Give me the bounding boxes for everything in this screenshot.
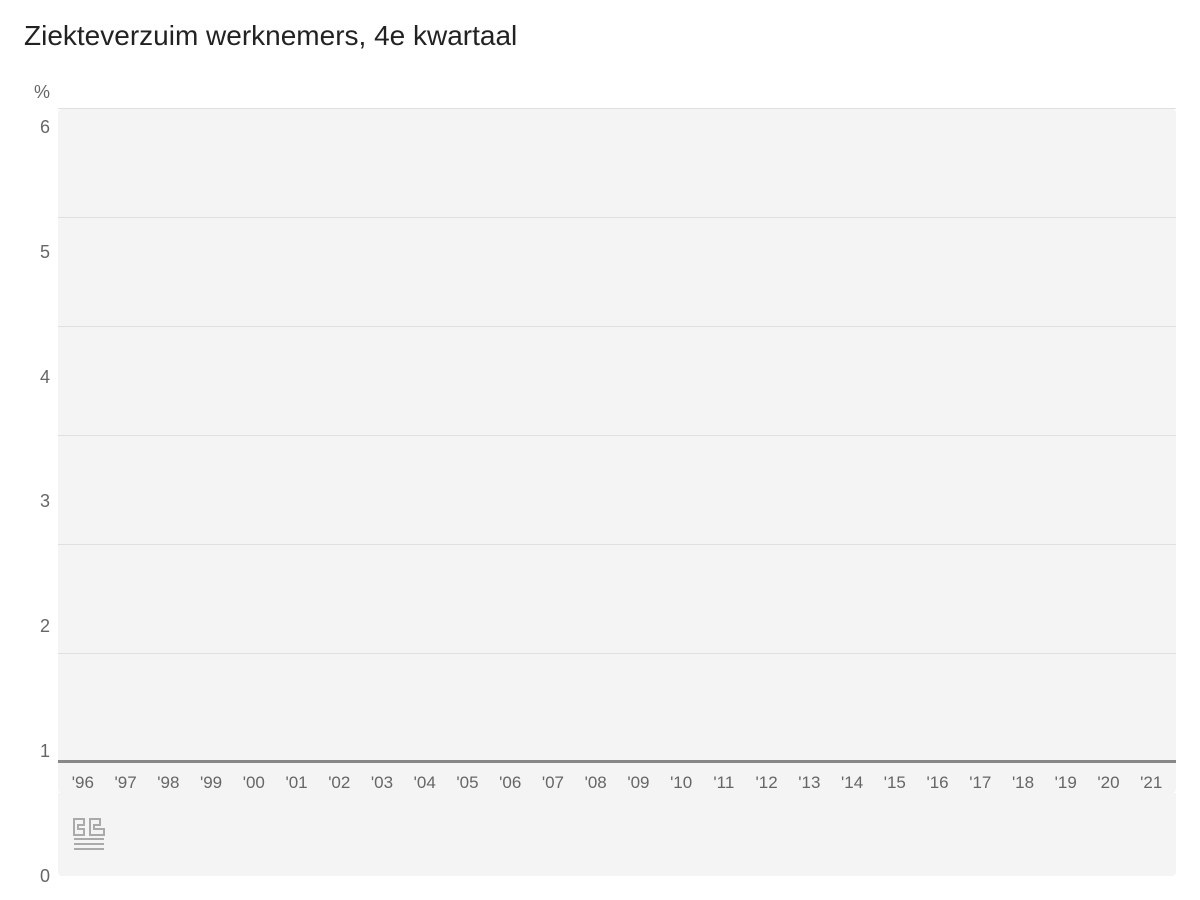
x-tick-label: '10 <box>662 773 700 793</box>
y-tick-label: 1 <box>40 742 50 760</box>
bars-group <box>58 109 1176 763</box>
gridline <box>58 653 1176 654</box>
x-tick-label: '20 <box>1090 773 1128 793</box>
x-tick-label: '13 <box>790 773 828 793</box>
chart-footer <box>58 793 1176 876</box>
x-tick-label: '16 <box>919 773 957 793</box>
x-tick-label: '18 <box>1004 773 1042 793</box>
x-tick-label: '11 <box>705 773 743 793</box>
gridline <box>58 108 1176 109</box>
y-tick-label: 6 <box>40 118 50 136</box>
x-tick-label: '09 <box>620 773 658 793</box>
y-tick-label: 2 <box>40 617 50 635</box>
plot-column: '96'97'98'99'00'01'02'03'04'05'06'07'08'… <box>58 109 1176 876</box>
cbs-logo-icon <box>72 817 112 853</box>
y-tick-label: 3 <box>40 492 50 510</box>
y-tick-label: 5 <box>40 243 50 261</box>
x-tick-label: '08 <box>577 773 615 793</box>
x-tick-label: '03 <box>363 773 401 793</box>
x-tick-label: '97 <box>107 773 145 793</box>
y-tick-label: 0 <box>40 867 50 885</box>
x-tick-label: '99 <box>192 773 230 793</box>
gridline <box>58 544 1176 545</box>
x-tick-label: '01 <box>278 773 316 793</box>
x-axis-baseline <box>58 760 1176 763</box>
x-tick-label: '00 <box>235 773 273 793</box>
gridline <box>58 435 1176 436</box>
x-tick-label: '15 <box>876 773 914 793</box>
x-tick-label: '98 <box>149 773 187 793</box>
x-tick-label: '07 <box>534 773 572 793</box>
plot-area <box>58 109 1176 763</box>
x-tick-label: '04 <box>406 773 444 793</box>
x-axis: '96'97'98'99'00'01'02'03'04'05'06'07'08'… <box>58 763 1176 793</box>
y-axis: 6543210 <box>24 109 58 876</box>
chart-area: 6543210 '96'97'98'99'00'01'02'03'04'05'0… <box>24 109 1176 876</box>
y-axis-unit: % <box>34 82 1176 103</box>
chart-container: Ziekteverzuim werknemers, 4e kwartaal % … <box>0 0 1200 900</box>
x-tick-label: '12 <box>748 773 786 793</box>
x-tick-label: '19 <box>1047 773 1085 793</box>
x-tick-label: '06 <box>491 773 529 793</box>
gridline <box>58 326 1176 327</box>
chart-title: Ziekteverzuim werknemers, 4e kwartaal <box>24 20 1176 52</box>
gridline <box>58 217 1176 218</box>
y-tick-label: 4 <box>40 368 50 386</box>
x-tick-label: '17 <box>961 773 999 793</box>
x-tick-label: '02 <box>320 773 358 793</box>
x-tick-label: '21 <box>1132 773 1170 793</box>
x-tick-label: '14 <box>833 773 871 793</box>
x-tick-label: '05 <box>449 773 487 793</box>
x-tick-label: '96 <box>64 773 102 793</box>
